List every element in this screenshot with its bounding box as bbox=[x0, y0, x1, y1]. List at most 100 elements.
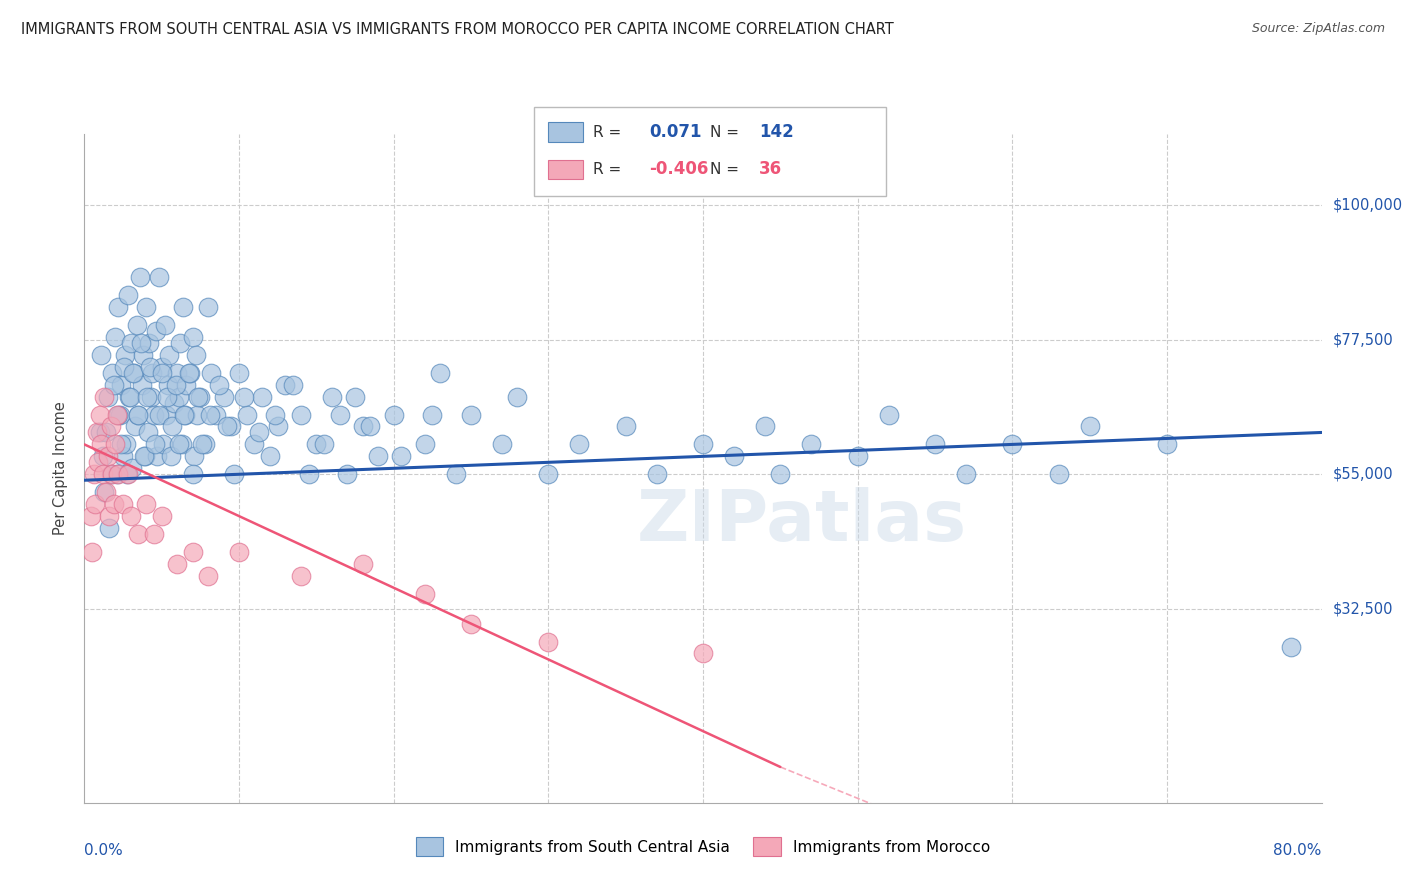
Legend: Immigrants from South Central Asia, Immigrants from Morocco: Immigrants from South Central Asia, Immi… bbox=[409, 831, 997, 862]
Point bbox=[391, 450, 413, 464]
Point bbox=[212, 390, 235, 404]
Point bbox=[336, 467, 359, 482]
Point bbox=[148, 270, 170, 285]
Point bbox=[360, 419, 382, 434]
Point bbox=[614, 419, 637, 434]
Point bbox=[166, 557, 188, 571]
Point bbox=[89, 408, 111, 422]
Point bbox=[96, 390, 118, 404]
Point bbox=[112, 497, 135, 511]
Point bbox=[177, 366, 200, 380]
Point bbox=[344, 390, 367, 404]
Point bbox=[846, 450, 869, 464]
Point bbox=[191, 437, 214, 451]
Point bbox=[112, 359, 135, 374]
Text: -0.406: -0.406 bbox=[650, 161, 709, 178]
Point bbox=[107, 300, 129, 314]
Point bbox=[924, 437, 946, 451]
Point bbox=[228, 366, 250, 380]
Point bbox=[104, 330, 127, 344]
Point bbox=[163, 395, 186, 409]
Point bbox=[183, 450, 205, 464]
Point bbox=[146, 450, 169, 464]
Point bbox=[90, 437, 112, 451]
Point bbox=[314, 437, 336, 451]
Point bbox=[224, 467, 246, 482]
Point bbox=[139, 390, 162, 404]
Point bbox=[382, 408, 405, 422]
Point bbox=[228, 545, 250, 559]
Text: N =: N = bbox=[710, 125, 744, 139]
Point bbox=[305, 437, 328, 451]
Point bbox=[160, 419, 183, 434]
Point bbox=[155, 408, 177, 422]
Text: 80.0%: 80.0% bbox=[1274, 843, 1322, 858]
Point bbox=[267, 419, 290, 434]
Point bbox=[274, 377, 297, 392]
Point bbox=[134, 450, 156, 464]
Point bbox=[167, 390, 190, 404]
Point bbox=[173, 408, 195, 422]
Text: ZIPatlas: ZIPatlas bbox=[637, 487, 967, 557]
Point bbox=[91, 467, 114, 482]
Point bbox=[122, 366, 145, 380]
Point bbox=[117, 288, 139, 302]
Text: 36: 36 bbox=[759, 161, 782, 178]
Point bbox=[235, 408, 259, 422]
Point bbox=[112, 450, 135, 464]
Point bbox=[94, 425, 117, 440]
Text: R =: R = bbox=[593, 125, 627, 139]
Point bbox=[413, 587, 436, 601]
Text: $77,500: $77,500 bbox=[1333, 333, 1393, 347]
Point bbox=[93, 390, 115, 404]
Point bbox=[460, 408, 482, 422]
Text: $32,500: $32,500 bbox=[1333, 601, 1393, 616]
Point bbox=[243, 437, 266, 451]
Point bbox=[197, 569, 219, 583]
Point bbox=[568, 437, 591, 451]
Y-axis label: Per Capita Income: Per Capita Income bbox=[53, 401, 69, 535]
Point bbox=[198, 408, 221, 422]
Point bbox=[152, 437, 174, 451]
Point bbox=[215, 419, 238, 434]
Point bbox=[188, 390, 212, 404]
Point bbox=[87, 455, 110, 469]
Point bbox=[769, 467, 792, 482]
Point bbox=[422, 408, 444, 422]
Point bbox=[145, 324, 167, 338]
Point bbox=[1047, 467, 1070, 482]
Point bbox=[186, 408, 208, 422]
Point bbox=[352, 557, 374, 571]
Text: $100,000: $100,000 bbox=[1333, 198, 1403, 213]
Point bbox=[93, 485, 115, 500]
Point bbox=[110, 437, 132, 451]
Point bbox=[170, 437, 193, 451]
Point bbox=[129, 335, 152, 350]
Point bbox=[298, 467, 321, 482]
Point bbox=[148, 408, 170, 422]
Point bbox=[800, 437, 823, 451]
Point bbox=[84, 497, 107, 511]
Point bbox=[120, 335, 142, 350]
Point bbox=[86, 425, 108, 440]
Point bbox=[115, 467, 138, 482]
Point bbox=[250, 390, 273, 404]
Point bbox=[1078, 419, 1101, 434]
Point bbox=[100, 419, 122, 434]
Point bbox=[183, 467, 205, 482]
Point bbox=[160, 450, 183, 464]
Point bbox=[127, 527, 149, 541]
Text: 142: 142 bbox=[759, 123, 794, 141]
Point bbox=[127, 408, 149, 422]
Point bbox=[221, 419, 243, 434]
Point bbox=[127, 408, 149, 422]
Point bbox=[105, 408, 128, 422]
Point bbox=[136, 425, 159, 440]
Point bbox=[367, 450, 389, 464]
Point bbox=[877, 408, 900, 422]
Point bbox=[94, 485, 117, 500]
Point bbox=[187, 390, 209, 404]
Point bbox=[263, 408, 285, 422]
Point bbox=[205, 408, 228, 422]
Point bbox=[184, 348, 207, 362]
